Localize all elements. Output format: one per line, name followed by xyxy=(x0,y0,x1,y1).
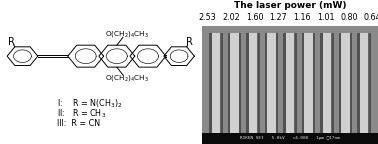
Bar xyxy=(267,33,276,133)
Bar xyxy=(331,33,334,133)
Bar xyxy=(313,33,315,133)
Bar xyxy=(339,33,341,133)
Bar xyxy=(249,33,258,133)
Bar xyxy=(302,33,304,133)
Bar xyxy=(257,33,260,133)
Bar xyxy=(230,33,239,133)
Text: O(CH$_2$)$_4$CH$_3$: O(CH$_2$)$_4$CH$_3$ xyxy=(105,73,149,83)
Bar xyxy=(294,33,297,133)
Text: 0.64: 0.64 xyxy=(364,13,378,22)
Bar xyxy=(276,33,278,133)
Text: RIKEN SEI   5.0kV   ×4,000   1μm □17nm: RIKEN SEI 5.0kV ×4,000 1μm □17nm xyxy=(240,137,340,140)
Text: 1.27: 1.27 xyxy=(270,13,287,22)
Text: R: R xyxy=(8,37,15,48)
Bar xyxy=(358,33,360,133)
Text: I:    R = N(CH$_3$)$_2$: I: R = N(CH$_3$)$_2$ xyxy=(57,97,122,110)
Bar xyxy=(265,33,267,133)
Bar xyxy=(202,133,378,144)
Text: The laser power (mW): The laser power (mW) xyxy=(234,1,346,10)
Bar xyxy=(322,33,332,133)
Bar xyxy=(239,33,241,133)
Bar xyxy=(209,33,212,133)
Text: III:  R = CN: III: R = CN xyxy=(57,119,100,128)
Text: 1.01: 1.01 xyxy=(317,13,334,22)
Text: 1.60: 1.60 xyxy=(246,13,263,22)
Bar xyxy=(285,33,295,133)
Text: 2.53: 2.53 xyxy=(198,13,216,22)
Bar xyxy=(321,33,323,133)
Text: O(CH$_2$)$_4$CH$_3$: O(CH$_2$)$_4$CH$_3$ xyxy=(105,29,149,39)
Bar xyxy=(220,33,223,133)
Bar xyxy=(304,33,313,133)
Bar xyxy=(350,33,352,133)
Bar xyxy=(368,33,371,133)
Text: II:   R = CH$_3$: II: R = CH$_3$ xyxy=(57,108,106,120)
Text: R: R xyxy=(186,37,193,48)
Text: 0.80: 0.80 xyxy=(340,13,358,22)
Bar xyxy=(284,33,286,133)
Bar xyxy=(212,33,221,133)
Bar xyxy=(228,33,231,133)
Bar xyxy=(246,33,249,133)
Text: 1.16: 1.16 xyxy=(293,13,311,22)
Text: 2.02: 2.02 xyxy=(222,13,240,22)
Bar xyxy=(359,33,369,133)
Bar xyxy=(341,33,350,133)
